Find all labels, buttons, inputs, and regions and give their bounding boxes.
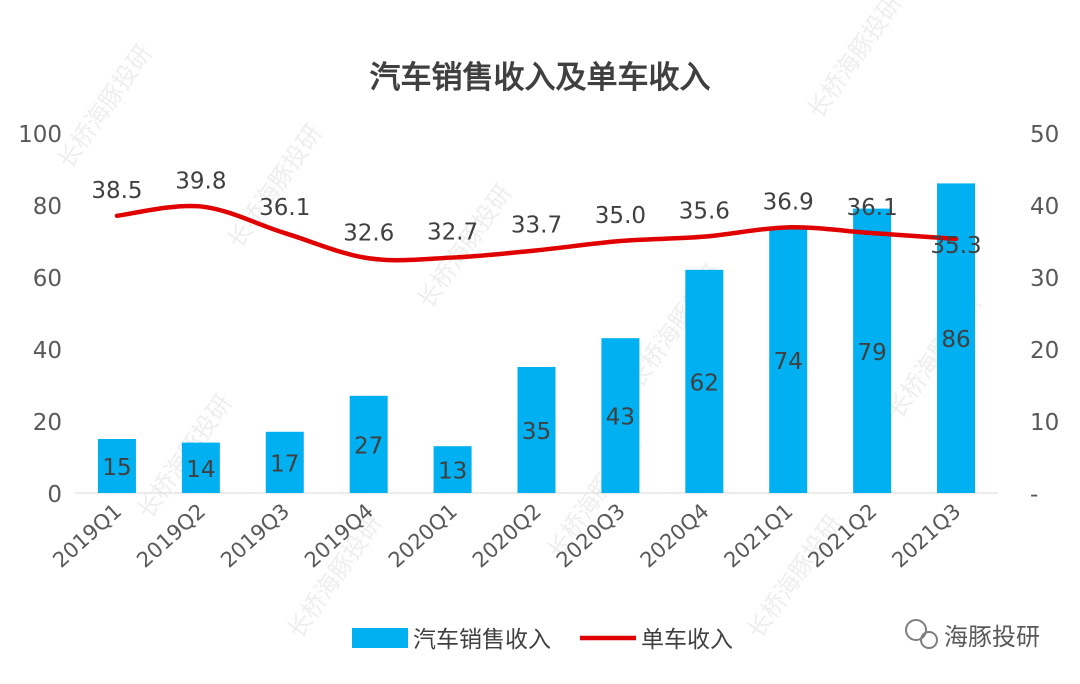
line-value-label: 32.6 — [343, 220, 394, 246]
data-labels: 15 14 17 27 13 35 43 62 74 79 86 38.5 39.8 36.1 32.6 32… — [91, 168, 981, 484]
bar — [265, 431, 304, 493]
line-value-label: 38.5 — [91, 178, 142, 204]
bar-value-label: 27 — [354, 433, 383, 459]
legend: 汽车销售收入 单车收入 — [352, 627, 733, 653]
line-path — [114, 203, 959, 263]
line-series — [114, 203, 959, 263]
bar-value-label: 15 — [102, 455, 131, 481]
bar — [517, 367, 556, 493]
watermark-text: 长桥海豚投研 — [52, 39, 158, 173]
watermark-text: 长桥海豚投研 — [412, 179, 518, 313]
bar-value-label: 62 — [690, 370, 719, 396]
y-right-tick-label: 10 — [1030, 410, 1059, 436]
line-value-label: 36.1 — [259, 195, 310, 221]
bar — [937, 183, 976, 493]
y-right-tick-label: 20 — [1030, 338, 1059, 364]
bar — [685, 269, 724, 493]
watermark-text: 长桥海豚投研 — [802, 0, 908, 123]
bar — [853, 208, 892, 493]
bar-value-label: 79 — [857, 340, 886, 366]
x-tick-label: 2019Q3 — [216, 499, 294, 573]
bar-series — [97, 183, 976, 493]
x-tick-label: 2020Q1 — [384, 499, 462, 573]
line-value-label: 39.8 — [175, 168, 226, 194]
line-value-label: 36.1 — [847, 195, 898, 221]
x-tick-label: 2020Q4 — [636, 499, 714, 573]
bar — [349, 395, 388, 493]
chart-title: 汽车销售收入及单车收入 — [370, 60, 711, 96]
bar-value-label: 35 — [522, 419, 551, 445]
bar-value-label: 13 — [438, 459, 467, 485]
y-left-tick-label: 40 — [33, 338, 62, 364]
bar-value-label: 14 — [186, 457, 215, 483]
y-left-tick-label: 20 — [33, 410, 62, 436]
bar-value-label: 86 — [941, 327, 970, 353]
watermark-text: 长桥海豚投研 — [222, 119, 328, 253]
y-right-tick-label: 30 — [1030, 266, 1059, 292]
x-tick-label: 2019Q1 — [48, 499, 126, 573]
bar — [433, 446, 472, 493]
line-value-label: 33.7 — [511, 212, 562, 238]
bar-value-label: 17 — [270, 451, 299, 477]
y-right-tick-label: 50 — [1030, 122, 1059, 148]
legend-label: 单车收入 — [641, 627, 733, 653]
y-right-tick-label: - — [1030, 482, 1038, 508]
line-value-label: 36.9 — [763, 189, 814, 215]
bar — [181, 442, 220, 493]
brand-mark: 海豚投研 — [905, 619, 1040, 651]
line-value-label: 32.7 — [427, 220, 478, 246]
y-right-tick-label: 40 — [1030, 194, 1059, 220]
line-value-label: 35.0 — [595, 203, 646, 229]
legend-swatch-bar — [352, 628, 408, 648]
y-left-tick-label: 60 — [33, 266, 62, 292]
legend-label: 汽车销售收入 — [413, 627, 551, 653]
x-tick-label: 2021Q1 — [720, 499, 798, 573]
line-value-label: 35.3 — [930, 233, 981, 259]
x-tick-label: 2021Q3 — [887, 499, 965, 573]
bar-value-label: 43 — [606, 405, 635, 431]
chat-bubble-icon — [920, 631, 938, 649]
bar-value-label: 74 — [774, 349, 803, 375]
bar — [601, 338, 640, 493]
y-left-tick-label: 100 — [18, 122, 62, 148]
line-value-label: 35.6 — [679, 199, 730, 225]
bar — [769, 226, 808, 493]
bar — [97, 439, 136, 493]
y-left-tick-label: 80 — [33, 194, 62, 220]
y-left-tick-label: 0 — [47, 482, 62, 508]
chat-bubble-icon — [905, 619, 927, 641]
x-tick-label: 2020Q2 — [468, 499, 546, 573]
brand-label: 海豚投研 — [944, 623, 1040, 651]
